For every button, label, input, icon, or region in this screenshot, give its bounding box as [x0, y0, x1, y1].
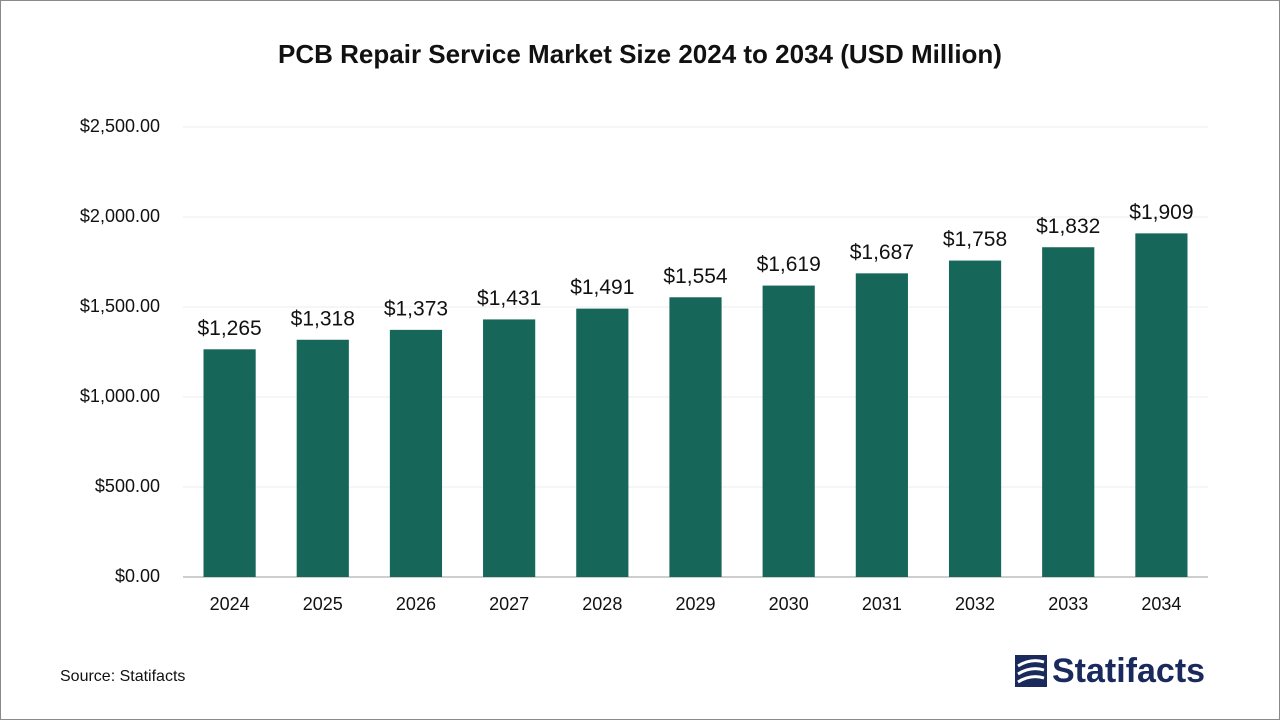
y-tick-label: $0.00 [115, 566, 160, 586]
y-tick-label: $2,500.00 [80, 116, 160, 136]
x-tick-label: 2034 [1141, 594, 1181, 614]
bar [203, 349, 256, 577]
value-label: $1,373 [384, 297, 448, 320]
value-label: $1,687 [850, 241, 914, 264]
x-tick-label: 2031 [862, 594, 902, 614]
bar [576, 308, 629, 577]
x-tick-label: 2028 [582, 594, 622, 614]
value-label: $1,619 [757, 253, 821, 276]
y-tick-label: $1,000.00 [80, 386, 160, 406]
value-label: $1,431 [477, 287, 541, 310]
y-tick-label: $1,500.00 [80, 296, 160, 316]
y-tick-label: $500.00 [95, 476, 160, 496]
brand-logo: Statifacts [1015, 652, 1205, 690]
y-tick-label: $2,000.00 [80, 206, 160, 226]
x-tick-label: 2027 [489, 594, 529, 614]
bar [669, 297, 722, 577]
bar [1042, 247, 1095, 578]
logo-stripes [1017, 659, 1045, 684]
value-label: $1,832 [1036, 215, 1100, 238]
value-label: $1,554 [663, 265, 728, 288]
x-tick-label: 2024 [210, 594, 250, 614]
value-label: $1,909 [1129, 201, 1193, 224]
bar [483, 319, 536, 577]
value-label: $1,265 [197, 317, 261, 340]
value-label: $1,491 [570, 276, 634, 299]
x-tick-label: 2033 [1048, 594, 1088, 614]
x-tick-label: 2026 [396, 594, 436, 614]
value-label: $1,318 [291, 307, 355, 330]
brand-name: Statifacts [1052, 652, 1205, 690]
bar [948, 260, 1002, 577]
value-label: $1,758 [943, 228, 1007, 251]
bar [389, 329, 443, 577]
x-tick-label: 2025 [303, 594, 343, 614]
source: Source: Statifacts [60, 668, 185, 685]
bar [762, 285, 815, 577]
bar [1135, 233, 1188, 577]
x-tick-label: 2029 [675, 594, 715, 614]
x-tick-label: 2030 [769, 594, 809, 614]
chart-title: PCB Repair Service Market Size 2024 to 2… [278, 39, 1002, 69]
bar [296, 339, 349, 577]
x-tick-label: 2032 [955, 594, 995, 614]
bar [855, 273, 908, 577]
